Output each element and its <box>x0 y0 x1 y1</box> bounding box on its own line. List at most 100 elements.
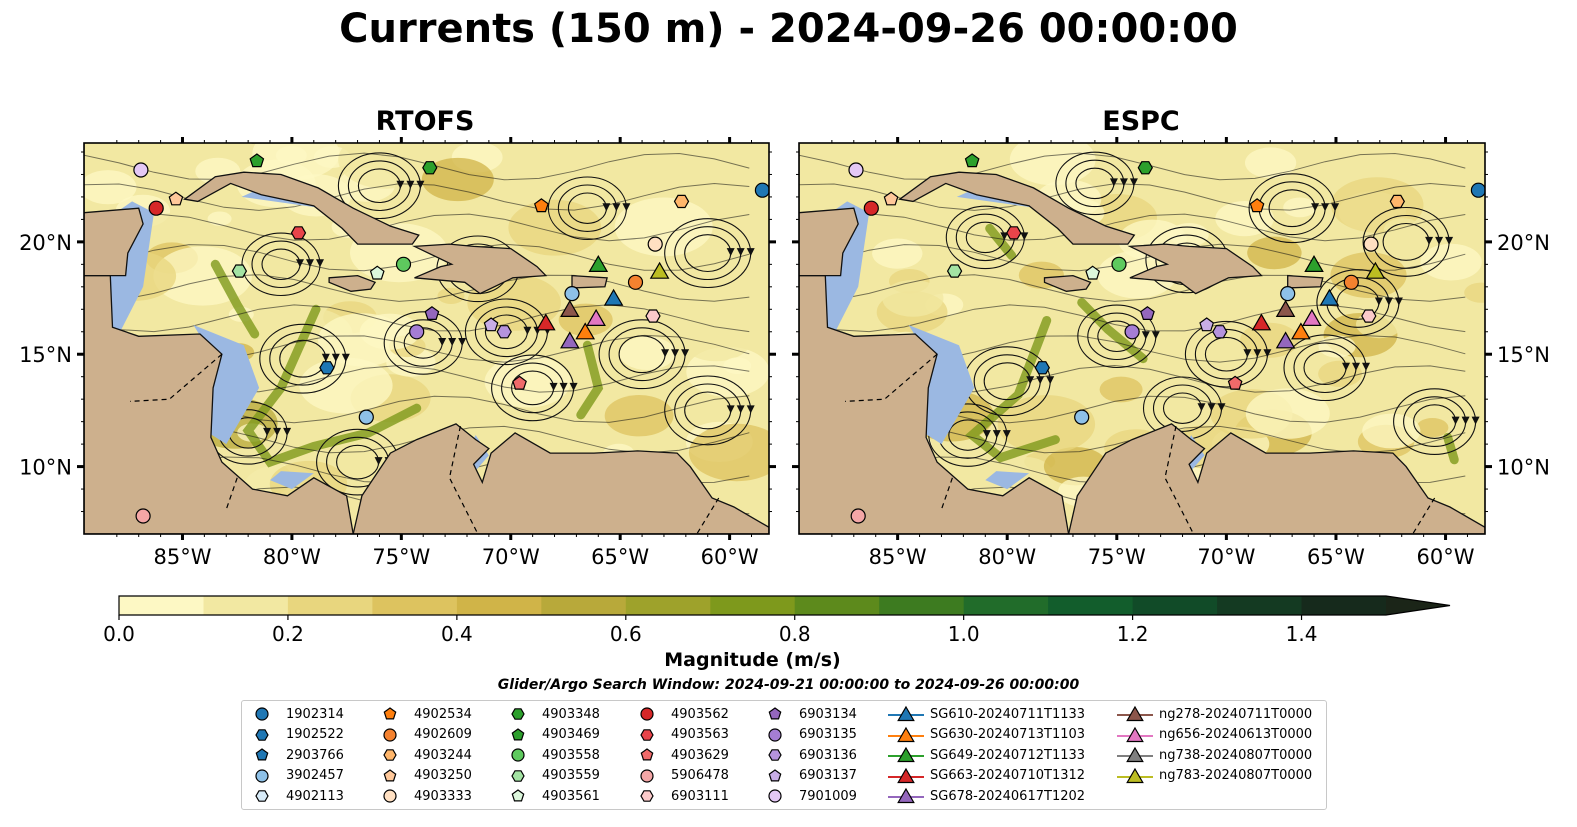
marker-6903136[interactable] <box>1212 325 1228 339</box>
marker-4903469[interactable] <box>964 153 980 168</box>
marker-4903562[interactable] <box>863 200 879 216</box>
marker-SG610-20240711T1133[interactable] <box>1319 288 1340 306</box>
marker-SG630-20240713T1103[interactable] <box>1291 322 1311 340</box>
legend-label: SG610-20240711T1133 <box>930 706 1086 722</box>
marker-6903136[interactable] <box>496 325 512 339</box>
marker-6903134[interactable] <box>424 306 440 320</box>
legend-item: ng278-20240711T0000 <box>1117 704 1312 724</box>
streamline-arrow <box>1119 178 1128 187</box>
marker-ng656-20240613T0000[interactable] <box>1302 308 1322 326</box>
legend-label: 7901009 <box>799 788 857 804</box>
marker-SG678-20240617T1202[interactable] <box>560 331 580 349</box>
marker-3902457[interactable] <box>358 409 374 425</box>
speed-contour <box>976 337 1060 387</box>
marker-4903561[interactable] <box>1085 265 1101 280</box>
marker-4903244[interactable] <box>673 194 690 209</box>
legend-marker-3902457 <box>255 768 269 783</box>
marker-4902534[interactable] <box>1249 198 1265 213</box>
marker-4903563[interactable] <box>290 226 307 240</box>
legend-marker-4903250 <box>383 768 397 781</box>
map-panel-rtofs[interactable]: 85°W 80°W 75°W 70°W 65°W 60°W 20°N 15°N 10°N <box>19 128 785 570</box>
marker-6903137[interactable] <box>483 317 499 332</box>
marker-4903348[interactable] <box>1137 161 1153 175</box>
legend-item: SG630-20240713T1103 <box>888 725 1085 745</box>
marker-SG649-20240712T1133[interactable] <box>588 255 609 272</box>
marker-ng783-20240807T0000[interactable] <box>1365 261 1386 279</box>
marker-SG649-20240712T1133[interactable] <box>1304 254 1324 272</box>
marker-4902609[interactable] <box>627 274 644 290</box>
current-jet <box>210 259 260 339</box>
marker-SG630-20240713T1103[interactable] <box>575 322 596 340</box>
marker-4902609[interactable] <box>1343 274 1359 290</box>
marker-5906478[interactable] <box>850 508 866 524</box>
marker-4903250[interactable] <box>883 191 899 206</box>
marker-4903562[interactable] <box>148 200 164 216</box>
x-tick-label: 80°W <box>978 545 1036 569</box>
streamline-arrow <box>661 349 670 358</box>
map-panel-espc[interactable]: 85°W 80°W 75°W 70°W 65°W 60°W 20°N 15°N 10°N <box>792 130 1550 570</box>
streamline-arrow <box>273 427 282 436</box>
marker-4903559[interactable] <box>946 264 963 278</box>
marker-4903250[interactable] <box>168 191 184 206</box>
marker-3902457[interactable] <box>1280 286 1296 302</box>
marker-6903111[interactable] <box>1361 309 1377 323</box>
shallow-water <box>985 471 1030 490</box>
marker-SG663-20240710T1312[interactable] <box>1251 313 1272 331</box>
marker-1902314[interactable] <box>1470 182 1485 198</box>
streamline <box>84 213 750 242</box>
legend-label: ng783-20240807T0000 <box>1159 768 1313 783</box>
marker-3902457[interactable] <box>1074 409 1090 425</box>
marker-4903333[interactable] <box>647 236 663 252</box>
marker-SG663-20240710T1312[interactable] <box>535 313 556 331</box>
marker-1902522[interactable] <box>319 361 335 375</box>
legend-item: 7901009 <box>765 786 857 806</box>
streamline-arrow <box>1461 416 1470 425</box>
legend-label: 4903559 <box>542 768 600 783</box>
marker-SG610-20240711T1133[interactable] <box>603 288 624 306</box>
legend-marker-4902609 <box>383 727 397 742</box>
marker-4903559[interactable] <box>231 264 248 278</box>
panel-title-espc: ESPC <box>1102 106 1180 137</box>
marker-4903469[interactable] <box>249 153 265 168</box>
streamline-arrow <box>1243 349 1252 358</box>
marker-7901009[interactable] <box>133 162 149 178</box>
marker-4903558[interactable] <box>395 256 412 272</box>
marker-5906478[interactable] <box>135 508 151 524</box>
streamline-arrow <box>374 457 383 466</box>
marker-6903111[interactable] <box>645 309 661 323</box>
marker-4903333[interactable] <box>1363 236 1379 252</box>
marker-ng278-20240711T0000[interactable] <box>560 299 580 317</box>
marker-1902522[interactable] <box>1034 361 1050 375</box>
streamline-arrow <box>1263 349 1272 358</box>
marker-ng783-20240807T0000[interactable] <box>649 261 670 279</box>
marker-7901009[interactable] <box>848 162 864 178</box>
legend-label: 6903134 <box>799 706 857 722</box>
marker-6903134[interactable] <box>1140 306 1155 320</box>
marker-SG678-20240617T1202[interactable] <box>1275 331 1296 349</box>
streamline-arrow <box>1311 203 1320 212</box>
marker-4903244[interactable] <box>1389 194 1405 209</box>
speed-contour <box>508 199 602 256</box>
marker-ng656-20240613T0000[interactable] <box>586 308 606 326</box>
marker-6903137[interactable] <box>1199 317 1215 332</box>
legend-marker-ng656-20240613T0000 <box>1117 726 1153 742</box>
legend-label: 4903629 <box>671 747 729 763</box>
marker-4903563[interactable] <box>1006 226 1022 240</box>
marker-6903135[interactable] <box>1124 324 1140 340</box>
legend-item: SG663-20240710T1312 <box>888 766 1085 786</box>
marker-4903629[interactable] <box>512 375 527 390</box>
marker-4903558[interactable] <box>1111 256 1127 272</box>
land-hispaniola <box>1127 243 1263 295</box>
marker-4902534[interactable] <box>533 198 549 213</box>
land-southAmerica <box>1067 423 1485 534</box>
marker-4903348[interactable] <box>422 161 438 175</box>
marker-6903135[interactable] <box>409 324 425 340</box>
speed-contour <box>1145 392 1195 422</box>
speed-contour <box>359 313 421 350</box>
marker-4903629[interactable] <box>1227 375 1243 390</box>
marker-3902457[interactable] <box>564 286 580 302</box>
marker-4903561[interactable] <box>369 265 385 280</box>
colorbar-segment <box>372 596 458 615</box>
marker-ng278-20240711T0000[interactable] <box>1275 299 1296 317</box>
marker-1902314[interactable] <box>754 182 769 198</box>
